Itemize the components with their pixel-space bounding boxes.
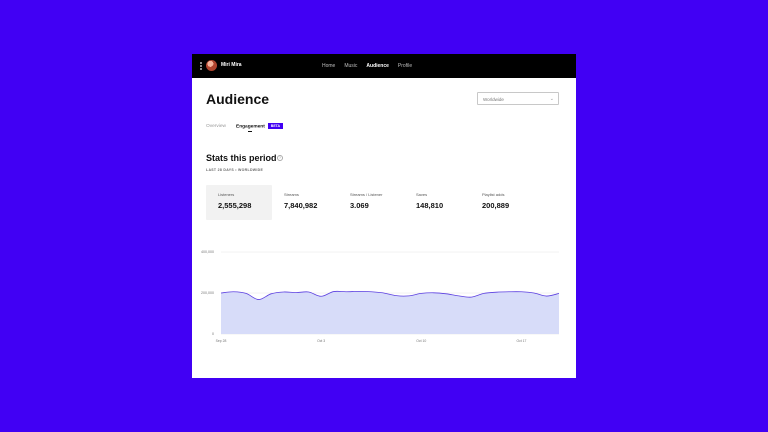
stats-subtitle: LAST 28 DAYS • WORLDWIDE [206, 168, 264, 172]
stat-card-listeners[interactable]: Listeners 2,555,298 [206, 185, 272, 220]
main-nav: Home Music Audience Profile [322, 63, 412, 69]
tab-engagement-label: Engagement [236, 124, 265, 130]
stats-title: Stats this period [206, 153, 277, 163]
stat-value: 7,840,982 [284, 201, 318, 210]
listeners-line [220, 290, 560, 300]
artist-name[interactable]: Miri Mira [221, 62, 242, 68]
stat-label: Streams [284, 192, 299, 197]
app-window: Miri Mira Home Music Audience Profile Au… [192, 54, 576, 378]
stat-label: Playlist adds [482, 192, 505, 197]
avatar[interactable] [206, 60, 217, 71]
stat-value: 2,555,298 [218, 201, 252, 210]
chevron-down-icon: ⌄ [549, 96, 554, 102]
listeners-chart[interactable]: 0 200,000 400,000 Sep 28 Oct 3 Oct 10 Oct 17 [192, 246, 576, 346]
top-bar: Miri Mira Home Music Audience Profile [192, 54, 576, 78]
x-tick-label: Oct 17 [516, 339, 526, 343]
stat-value: 200,889 [482, 201, 510, 210]
x-tick-label: Oct 10 [416, 339, 426, 343]
region-select-value: Worldwide [483, 97, 504, 102]
stat-label: Saves [416, 192, 428, 197]
region-select[interactable]: Worldwide ⌄ [477, 92, 559, 105]
listeners-area [221, 291, 559, 334]
stat-card-playlist-adds[interactable]: Playlist adds 200,889 [470, 185, 536, 220]
info-icon[interactable]: ? [277, 155, 283, 161]
stat-card-streams[interactable]: Streams 7,840,982 [272, 185, 338, 220]
nav-profile[interactable]: Profile [397, 63, 413, 69]
tab-engagement[interactable]: Engagement BETA [236, 123, 284, 133]
nav-audience[interactable]: Audience [366, 63, 389, 69]
y-tick-label: 400,000 [201, 250, 214, 254]
stat-card-streams-per-listener[interactable]: Streams / Listener 3.069 [338, 185, 404, 220]
x-tick-label: Sep 28 [216, 339, 227, 343]
nav-home[interactable]: Home [322, 63, 336, 69]
y-tick-label: 200,000 [201, 291, 214, 295]
tab-bar: Overview Engagement BETA [206, 123, 284, 133]
y-tick-label: 0 [212, 332, 214, 336]
tab-overview[interactable]: Overview [206, 123, 226, 129]
stat-card-saves[interactable]: Saves 148,810 [404, 185, 470, 220]
stat-value: 148,810 [416, 201, 444, 210]
x-tick-label: Oct 3 [317, 339, 325, 343]
page-title: Audience [206, 91, 270, 107]
beta-badge: BETA [267, 123, 284, 129]
nav-music[interactable]: Music [344, 63, 358, 69]
more-options-icon[interactable] [200, 62, 203, 71]
stat-value: 3.069 [350, 201, 369, 210]
stat-label: Streams / Listener [350, 192, 383, 197]
stat-label: Listeners [218, 192, 235, 197]
